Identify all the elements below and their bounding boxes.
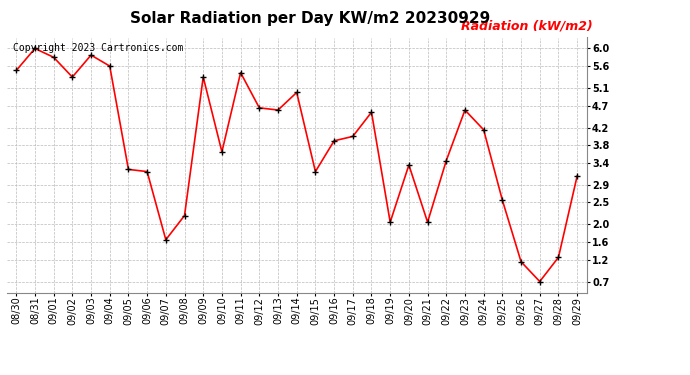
- Text: Solar Radiation per Day KW/m2 20230929: Solar Radiation per Day KW/m2 20230929: [130, 11, 491, 26]
- Text: Radiation (kW/m2): Radiation (kW/m2): [460, 20, 592, 32]
- Text: Copyright 2023 Cartronics.com: Copyright 2023 Cartronics.com: [12, 43, 183, 52]
